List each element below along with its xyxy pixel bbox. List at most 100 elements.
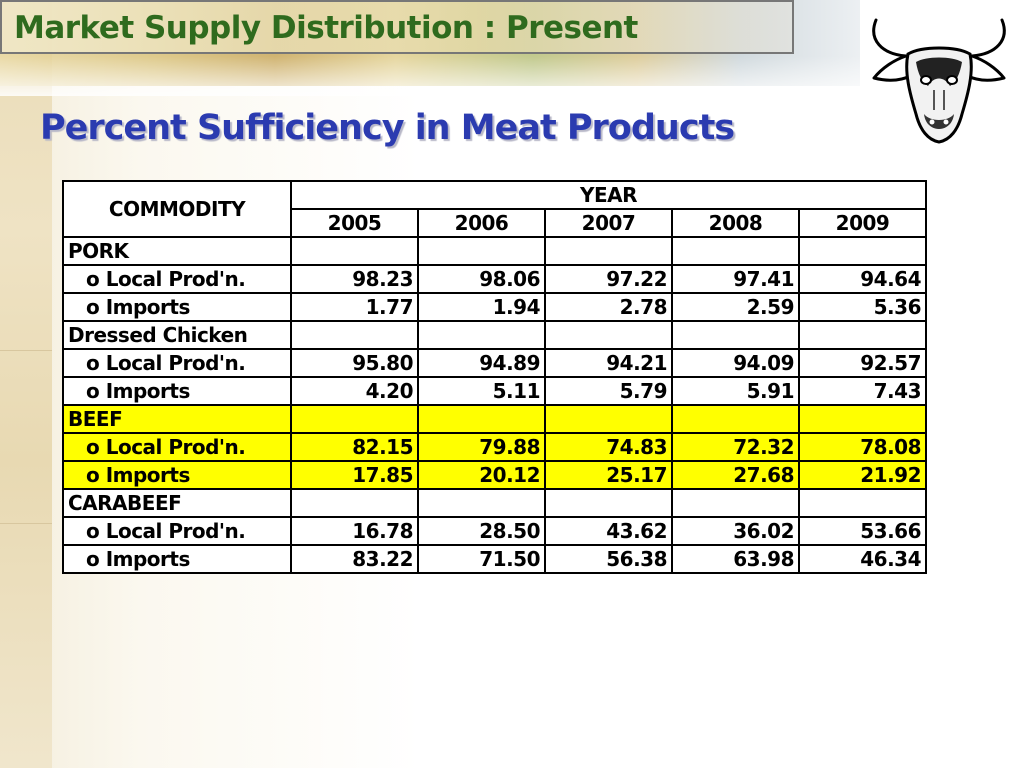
row-label: o Imports — [62, 460, 292, 490]
percent-value: 94.09 — [671, 348, 800, 378]
table-row: o Imports 1.77 1.94 2.78 2.59 5.36 — [62, 292, 927, 322]
year-group-header: YEAR — [290, 180, 927, 210]
empty-cell — [290, 320, 419, 350]
percent-value: 92.57 — [798, 348, 927, 378]
percent-value: 5.11 — [417, 376, 546, 406]
empty-cell — [417, 320, 546, 350]
percent-value: 97.22 — [544, 264, 673, 294]
table-row: o Imports 17.85 20.12 25.17 27.68 21.92 — [62, 460, 927, 490]
percent-value: 17.85 — [290, 460, 419, 490]
percent-value: 2.59 — [671, 292, 800, 322]
percent-value: 94.21 — [544, 348, 673, 378]
row-label: o Imports — [62, 292, 292, 322]
empty-cell — [417, 404, 546, 434]
percent-value: 21.92 — [798, 460, 927, 490]
commodity-name: PORK — [62, 236, 292, 266]
slide-title: Percent Sufficiency in Meat Products — [40, 108, 735, 148]
percent-value: 79.88 — [417, 432, 546, 462]
percent-value: 5.36 — [798, 292, 927, 322]
percent-value: 5.91 — [671, 376, 800, 406]
percent-value: 78.08 — [798, 432, 927, 462]
table-row: o Local Prod'n. 98.23 98.06 97.22 97.41 94.64 — [62, 264, 927, 294]
empty-cell — [798, 404, 927, 434]
empty-cell — [671, 404, 800, 434]
percent-value: 36.02 — [671, 516, 800, 546]
year-column-header: 2009 — [798, 208, 927, 238]
percent-value: 94.89 — [417, 348, 546, 378]
section-title-box: Market Supply Distribution : Present — [0, 0, 794, 54]
percent-value: 63.98 — [671, 544, 800, 574]
row-label: o Local Prod'n. — [62, 264, 292, 294]
percent-value: 98.23 — [290, 264, 419, 294]
percent-value: 74.83 — [544, 432, 673, 462]
sufficiency-table: COMMODITY YEAR 2005 2006 2007 2008 2009 PORK… — [62, 180, 927, 574]
empty-cell — [544, 488, 673, 518]
year-column-header: 2008 — [671, 208, 800, 238]
empty-cell — [544, 320, 673, 350]
percent-value: 98.06 — [417, 264, 546, 294]
commodity-group-row: CARABEEF — [62, 488, 927, 518]
percent-value: 20.12 — [417, 460, 546, 490]
empty-cell — [671, 236, 800, 266]
empty-cell — [290, 404, 419, 434]
percent-value: 46.34 — [798, 544, 927, 574]
percent-value: 1.94 — [417, 292, 546, 322]
empty-cell — [544, 236, 673, 266]
percent-value: 95.80 — [290, 348, 419, 378]
row-label: o Imports — [62, 544, 292, 574]
year-column-header: 2006 — [417, 208, 546, 238]
table-row: o Local Prod'n. 16.78 28.50 43.62 36.02 53.66 — [62, 516, 927, 546]
section-title: Market Supply Distribution : Present — [14, 10, 638, 46]
percent-value: 1.77 — [290, 292, 419, 322]
percent-value: 82.15 — [290, 432, 419, 462]
table-row: o Local Prod'n. 82.15 79.88 74.83 72.32 78.08 — [62, 432, 927, 462]
table-header-row: COMMODITY YEAR — [62, 180, 927, 238]
percent-value: 28.50 — [417, 516, 546, 546]
percent-value: 2.78 — [544, 292, 673, 322]
percent-value: 16.78 — [290, 516, 419, 546]
empty-cell — [798, 488, 927, 518]
table-row: o Imports 83.22 71.50 56.38 63.98 46.34 — [62, 544, 927, 574]
left-decor-strip — [0, 0, 52, 768]
empty-cell — [417, 236, 546, 266]
year-header-row: 2005 2006 2007 2008 2009 — [63, 208, 927, 238]
commodity-column-header: COMMODITY — [62, 180, 292, 238]
empty-cell — [544, 404, 673, 434]
empty-cell — [798, 320, 927, 350]
strip-divider — [0, 523, 52, 524]
table-body: PORK o Local Prod'n. 98.23 98.06 97.22 97.41 9… — [62, 236, 927, 574]
empty-cell — [671, 320, 800, 350]
year-column-header: 2007 — [544, 208, 673, 238]
percent-value: 53.66 — [798, 516, 927, 546]
row-label: o Imports — [62, 376, 292, 406]
empty-cell — [671, 488, 800, 518]
percent-value: 94.64 — [798, 264, 927, 294]
empty-cell — [290, 236, 419, 266]
table-row: o Imports 4.20 5.11 5.79 5.91 7.43 — [62, 376, 927, 406]
year-column-header: 2005 — [290, 208, 419, 238]
commodity-name: CARABEEF — [62, 488, 292, 518]
cow-head-icon — [872, 18, 1006, 144]
percent-value: 5.79 — [544, 376, 673, 406]
percent-value: 71.50 — [417, 544, 546, 574]
percent-value: 83.22 — [290, 544, 419, 574]
percent-value: 25.17 — [544, 460, 673, 490]
percent-value: 27.68 — [671, 460, 800, 490]
percent-value: 97.41 — [671, 264, 800, 294]
percent-value: 4.20 — [290, 376, 419, 406]
row-label: o Local Prod'n. — [62, 432, 292, 462]
empty-cell — [290, 488, 419, 518]
commodity-group-row: BEEF — [62, 404, 927, 434]
percent-value: 56.38 — [544, 544, 673, 574]
commodity-group-row: PORK — [62, 236, 927, 266]
strip-divider — [0, 350, 52, 351]
commodity-name: BEEF — [62, 404, 292, 434]
row-label: o Local Prod'n. — [62, 348, 292, 378]
empty-cell — [417, 488, 546, 518]
percent-value: 43.62 — [544, 516, 673, 546]
percent-value: 72.32 — [671, 432, 800, 462]
commodity-group-row: Dressed Chicken — [62, 320, 927, 350]
percent-value: 7.43 — [798, 376, 927, 406]
commodity-name: Dressed Chicken — [62, 320, 292, 350]
table-row: o Local Prod'n. 95.80 94.89 94.21 94.09 92.57 — [62, 348, 927, 378]
